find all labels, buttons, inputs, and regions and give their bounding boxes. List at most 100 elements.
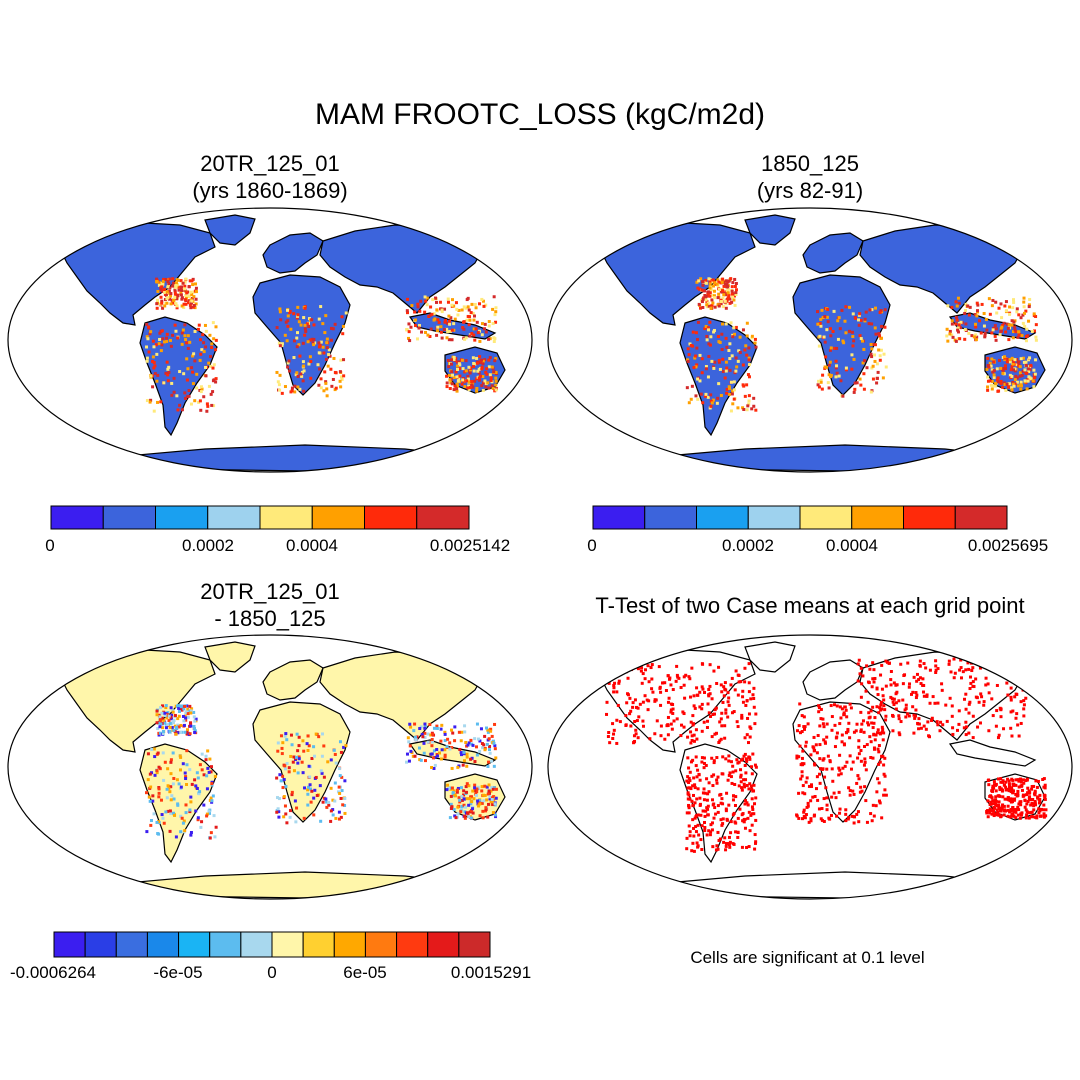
grid-cell	[175, 278, 179, 282]
grid-cell	[481, 793, 485, 797]
grid-cell	[986, 385, 990, 389]
grid-cell	[184, 302, 188, 306]
grid-cell	[186, 707, 190, 711]
grid-cell	[458, 798, 462, 802]
grid-cell	[462, 803, 466, 807]
grid-cell	[629, 724, 633, 728]
grid-cell	[480, 742, 484, 746]
grid-cell	[879, 336, 883, 340]
grid-cell	[190, 707, 194, 711]
grid-cell	[200, 752, 204, 756]
grid-cell	[958, 668, 962, 672]
grid-cell	[152, 812, 156, 816]
grid-cell	[922, 683, 926, 687]
grid-cell	[484, 370, 488, 374]
panel-3-title: 20TR_125_01 - 1850_125	[105, 578, 435, 632]
grid-cell	[884, 714, 888, 718]
grid-cell	[988, 312, 992, 316]
grid-cell	[333, 781, 337, 785]
grid-cell	[616, 703, 620, 707]
grid-cell	[838, 768, 842, 772]
grid-cell	[978, 319, 982, 323]
grid-cell	[279, 318, 283, 322]
grid-cell	[285, 821, 289, 825]
map-border	[7, 634, 533, 900]
grid-cell	[477, 798, 481, 802]
grid-cell	[1032, 368, 1036, 372]
grid-cell	[439, 330, 443, 334]
grid-cell	[991, 328, 995, 332]
grid-cell	[855, 812, 859, 816]
grid-cell	[617, 679, 621, 683]
grid-cell	[455, 364, 459, 368]
grid-cell	[276, 796, 280, 800]
grid-cell	[702, 756, 706, 760]
grid-cell	[744, 778, 748, 782]
grid-cell	[837, 766, 841, 770]
grid-cell	[1019, 357, 1023, 361]
grid-cell	[873, 353, 877, 357]
grid-cell	[406, 297, 410, 301]
grid-cell	[675, 664, 679, 668]
grid-cell	[169, 344, 173, 348]
grid-cell	[700, 685, 704, 689]
grid-cell	[1007, 779, 1011, 783]
grid-cell	[719, 683, 723, 687]
grid-cell	[341, 803, 345, 807]
grid-cell	[723, 681, 727, 685]
grid-cell	[739, 768, 743, 772]
grid-cell	[148, 799, 152, 803]
grid-cell	[158, 731, 162, 735]
grid-cell	[821, 316, 825, 320]
grid-cell	[734, 830, 738, 834]
grid-cell	[163, 714, 167, 718]
grid-cell	[725, 299, 729, 303]
grid-cell	[460, 358, 464, 362]
grid-cell	[428, 313, 432, 317]
grid-cell	[985, 328, 989, 332]
grid-cell	[210, 342, 214, 346]
grid-cell	[186, 728, 190, 732]
grid-cell	[996, 811, 1000, 815]
grid-cell	[407, 740, 411, 744]
grid-cell	[694, 755, 698, 759]
grid-cell	[322, 744, 326, 748]
grid-cell	[161, 730, 165, 734]
grid-cell	[975, 696, 979, 700]
grid-cell	[936, 701, 940, 705]
grid-cell	[1017, 364, 1021, 368]
grid-cell	[711, 798, 715, 802]
grid-cell	[897, 699, 901, 703]
grid-cell	[1007, 382, 1011, 386]
grid-cell	[816, 798, 820, 802]
grid-cell	[862, 730, 866, 734]
grid-cell	[275, 776, 279, 780]
grid-cell	[280, 746, 284, 750]
grid-cell	[191, 305, 195, 309]
grid-cell	[1000, 325, 1004, 329]
grid-cell	[319, 819, 323, 823]
grid-cell	[436, 325, 440, 329]
grid-cell	[839, 772, 843, 776]
grid-cell	[732, 397, 736, 401]
grid-cell	[901, 698, 905, 702]
grid-cell	[959, 658, 963, 662]
grid-cell	[688, 830, 692, 834]
grid-cell	[212, 337, 216, 341]
grid-cell	[669, 710, 673, 714]
grid-cell	[822, 738, 826, 742]
main-title: MAM FROOTC_LOSS (kgC/m2d)	[314, 98, 766, 131]
grid-cell	[851, 789, 855, 793]
grid-cell	[452, 304, 456, 308]
grid-cell	[408, 722, 412, 726]
grid-cell	[710, 697, 714, 701]
grid-cell	[463, 730, 467, 734]
grid-cell	[290, 389, 294, 393]
grid-cell	[974, 325, 978, 329]
grid-cell	[311, 341, 315, 345]
grid-cell	[307, 325, 311, 329]
grid-cell	[895, 690, 899, 694]
grid-cell	[827, 363, 831, 367]
grid-cell	[835, 346, 839, 350]
grid-cell	[747, 399, 751, 403]
